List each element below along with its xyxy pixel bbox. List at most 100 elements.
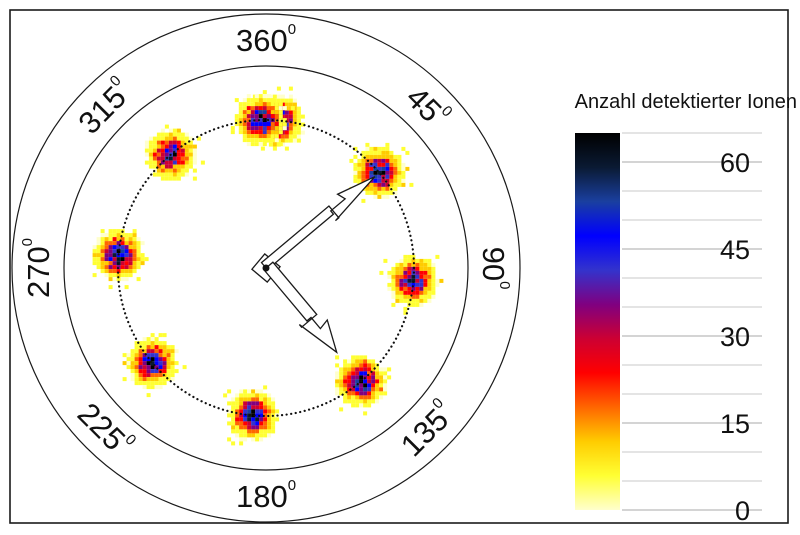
ion-pixel — [112, 265, 117, 270]
ion-pixel — [122, 353, 127, 358]
ion-pixel — [411, 290, 416, 295]
ion-pixel — [235, 429, 240, 434]
ion-pixel — [259, 429, 264, 434]
colorbar-tick-label: 45 — [720, 235, 750, 265]
ion-pixel — [112, 245, 117, 250]
ion-pixel — [365, 162, 370, 167]
ion-pixel — [262, 134, 267, 139]
ion-pixel — [296, 114, 301, 119]
ion-pixel — [148, 156, 153, 161]
ion-pixel — [292, 118, 297, 123]
ion-pixel — [377, 174, 382, 179]
ion-pixel — [154, 381, 159, 386]
ion-pixel — [134, 353, 139, 358]
ion-pixel — [375, 395, 380, 400]
ion-pixel — [243, 417, 248, 422]
ion-pixel — [363, 383, 368, 388]
ion-pixel — [415, 258, 420, 263]
ion-pixel — [192, 148, 197, 153]
ion-pixel — [231, 397, 236, 402]
ion-pixel — [154, 345, 159, 350]
ion-pixel — [164, 140, 169, 145]
ion-pixel — [377, 166, 382, 171]
ion-pixel — [373, 178, 378, 183]
ion-pixel — [242, 122, 247, 127]
ion-pixel — [146, 361, 151, 366]
ion-pixel — [347, 391, 352, 396]
ion-pixel — [403, 266, 408, 271]
ion-pixel — [355, 387, 360, 392]
ion-pixel — [383, 379, 388, 384]
ion-pixel — [419, 258, 424, 263]
ion-pixel — [188, 148, 193, 153]
ion-pixel — [423, 298, 428, 303]
ion-pixel — [371, 367, 376, 372]
ion-pixel — [255, 429, 260, 434]
colorbar-title: Anzahl detektierter Ionen — [575, 91, 797, 113]
ion-pixel — [160, 144, 165, 149]
ion-pixel — [251, 413, 256, 418]
ion-pixel — [292, 106, 297, 111]
ion-pixel — [174, 349, 179, 354]
ion-pixel — [140, 261, 145, 266]
ion-pixel — [292, 122, 297, 127]
ion-pixel — [266, 126, 271, 131]
ion-pixel — [180, 136, 185, 141]
ion-pixel — [246, 98, 251, 103]
ion-pixel — [335, 371, 340, 376]
ion-pixel — [357, 166, 362, 171]
ion-pixel — [343, 383, 348, 388]
ion-pixel — [96, 249, 101, 254]
ion-pixel — [262, 114, 267, 119]
ion-pixel — [246, 110, 251, 115]
ion-pixel — [276, 94, 281, 99]
ion-pixel — [278, 142, 283, 147]
ion-pixel — [407, 262, 412, 267]
ion-pixel — [405, 150, 410, 155]
ion-pixel — [158, 365, 163, 370]
ion-pixel — [112, 277, 117, 282]
ion-pixel — [276, 134, 281, 139]
ion-pixel — [375, 371, 380, 376]
ion-pixel — [104, 237, 109, 242]
ion-pixel — [96, 261, 101, 266]
ion-pixel — [272, 142, 277, 147]
ion-pixel — [369, 190, 374, 195]
ion-pixel — [124, 241, 129, 246]
ion-pixel — [243, 409, 248, 414]
ion-pixel — [393, 178, 398, 183]
ion-pixel — [351, 363, 356, 368]
ion-pixel — [172, 172, 177, 177]
ion-pixel — [254, 118, 259, 123]
ion-pixel — [274, 130, 279, 135]
ion-pixel — [162, 333, 167, 338]
ion-pixel — [128, 245, 133, 250]
ion-pixel — [385, 170, 390, 175]
ion-pixel — [254, 134, 259, 139]
ion-pixel — [288, 94, 293, 99]
ion-pixel — [142, 365, 147, 370]
ion-pixel — [112, 237, 117, 242]
ion-pixel — [353, 166, 358, 171]
ion-pixel — [284, 106, 289, 111]
angle-label-180: 1800 — [236, 477, 296, 514]
ion-pixel — [126, 353, 131, 358]
ion-pixel — [120, 269, 125, 274]
ion-pixel — [262, 142, 267, 147]
ion-pixel — [128, 233, 133, 238]
ion-pixel — [423, 258, 428, 263]
ion-pixel — [144, 257, 149, 262]
ion-pixel — [377, 182, 382, 187]
ion-pixel — [405, 166, 410, 171]
ion-pixel — [259, 437, 264, 442]
ion-pixel — [355, 359, 360, 364]
ion-pixel — [156, 168, 161, 173]
ion-pixel — [246, 134, 251, 139]
colorbar-tick-label: 60 — [720, 148, 750, 178]
ion-pixel — [120, 241, 125, 246]
ion-pixel — [168, 132, 173, 137]
ion-pixel — [243, 437, 248, 442]
ion-pixel — [387, 274, 392, 279]
ion-pixel — [142, 345, 147, 350]
ion-pixel — [381, 190, 386, 195]
